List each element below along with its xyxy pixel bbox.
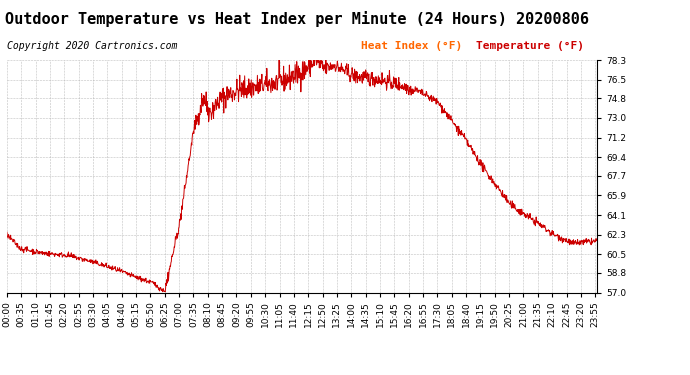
Text: Outdoor Temperature vs Heat Index per Minute (24 Hours) 20200806: Outdoor Temperature vs Heat Index per Mi…	[5, 11, 589, 27]
Text: Heat Index (°F): Heat Index (°F)	[361, 41, 462, 51]
Text: Copyright 2020 Cartronics.com: Copyright 2020 Cartronics.com	[7, 41, 177, 51]
Text: Temperature (°F): Temperature (°F)	[476, 41, 584, 51]
